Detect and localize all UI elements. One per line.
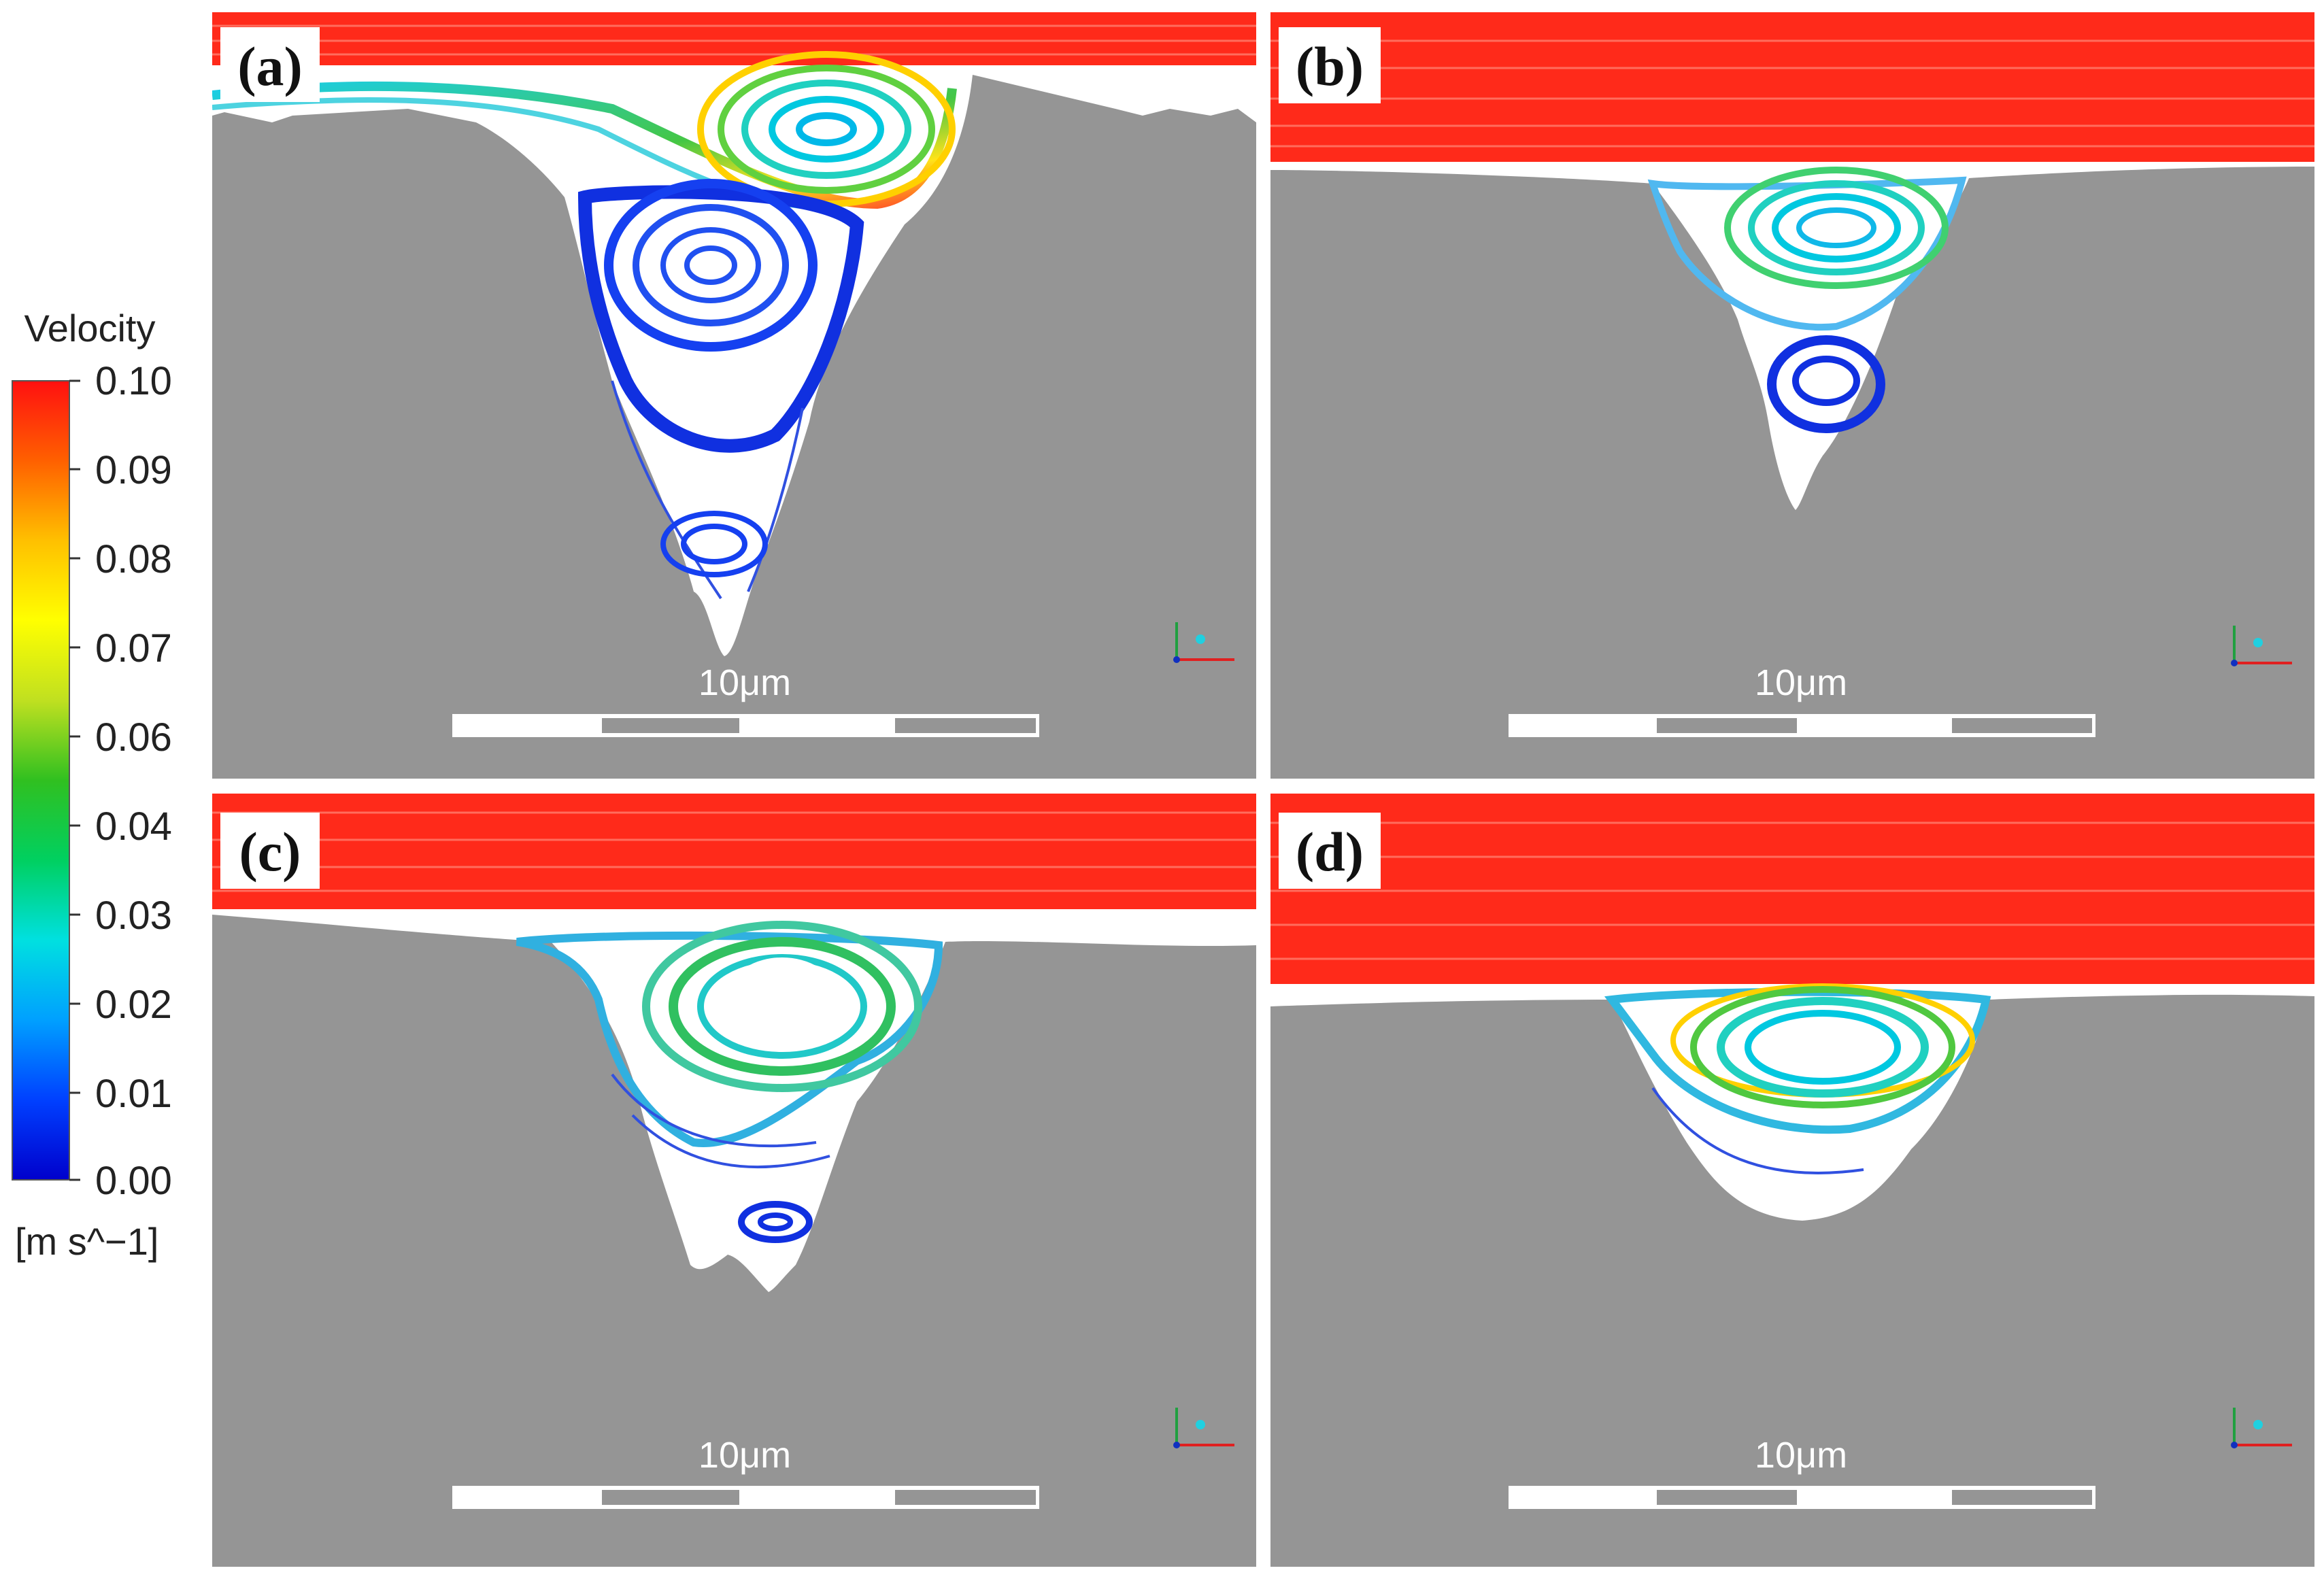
panel-a: 10μm (a) <box>212 12 1256 779</box>
scale-label: 10μm <box>698 1435 791 1476</box>
vortex-bottom <box>1767 335 1885 433</box>
panel-label: (c) <box>239 821 301 883</box>
vortex-main <box>577 179 864 600</box>
colorbar-tick-label: 0.01 <box>95 1072 172 1116</box>
colorbar-tick-label: 0.06 <box>95 715 172 760</box>
axis-triad <box>1173 622 1234 663</box>
flow-layer <box>1270 794 2314 984</box>
panel-d: 10μm (d) <box>1270 794 2314 1567</box>
flow-streamlines <box>212 811 1256 892</box>
panel-label: (a) <box>237 35 303 97</box>
scale-label: 10μm <box>1755 662 1847 703</box>
flow-streamlines <box>1270 39 2314 148</box>
melt-pool <box>212 909 1256 1292</box>
flow-streamlines <box>212 24 1256 56</box>
melt-pool <box>1270 162 2314 510</box>
vortex-bottom <box>738 1201 813 1243</box>
scale-bar: 10μm <box>452 1435 1039 1509</box>
flow-streamlines <box>1270 821 2314 960</box>
axis-triad <box>2231 626 2292 666</box>
flow-layer <box>1270 12 2314 162</box>
axis-triad <box>1173 1408 1234 1448</box>
panel-label: (d) <box>1296 821 1364 883</box>
colorbar: Velocity 0.10 0.09 0.08 0.07 0.06 0.04 0… <box>12 307 172 1263</box>
panel-label: (b) <box>1296 35 1364 97</box>
scale-label: 10μm <box>1755 1435 1847 1476</box>
colorbar-ticks <box>69 379 80 1181</box>
colorbar-tick-label: 0.09 <box>95 448 172 492</box>
colorbar-tick-label: 0.02 <box>95 983 172 1027</box>
colorbar-tick-label: 0.10 <box>95 359 172 403</box>
scale-label: 10μm <box>698 662 791 703</box>
colorbar-tick-label: 0.07 <box>95 626 172 670</box>
panel-c: 10μm (c) <box>212 794 1256 1567</box>
panel-label-box <box>1279 27 1381 103</box>
vortex-upper <box>1647 167 1967 331</box>
panel-b: 10μm (b) <box>1270 12 2314 779</box>
panel-label-box <box>1279 813 1381 889</box>
flow-layer <box>212 12 1256 65</box>
scale-bar: 10μm <box>1509 1435 2095 1509</box>
colorbar-tick-label: 0.08 <box>95 537 172 581</box>
axis-triad <box>2231 1408 2292 1448</box>
melt-pool <box>212 65 1256 656</box>
panel-label-box <box>220 27 320 102</box>
colorbar-tick-labels: 0.10 0.09 0.08 0.07 0.06 0.04 0.03 0.02 … <box>95 359 172 1203</box>
vortex-main <box>1604 983 1991 1174</box>
scale-bar: 10μm <box>452 662 1039 737</box>
colorbar-tick-label: 0.03 <box>95 894 172 938</box>
colorbar-unit: [m s^−1] <box>15 1220 158 1263</box>
panel-label-box <box>220 813 320 889</box>
scale-bar: 10μm <box>1509 662 2095 737</box>
vortex-bottom <box>660 511 768 577</box>
colorbar-tick-label: 0.04 <box>95 804 172 849</box>
colorbar-gradient <box>12 380 70 1181</box>
colorbar-title: Velocity <box>24 307 156 350</box>
vortex-main <box>516 921 943 1169</box>
colorbar-tick-label: 0.00 <box>95 1159 172 1203</box>
